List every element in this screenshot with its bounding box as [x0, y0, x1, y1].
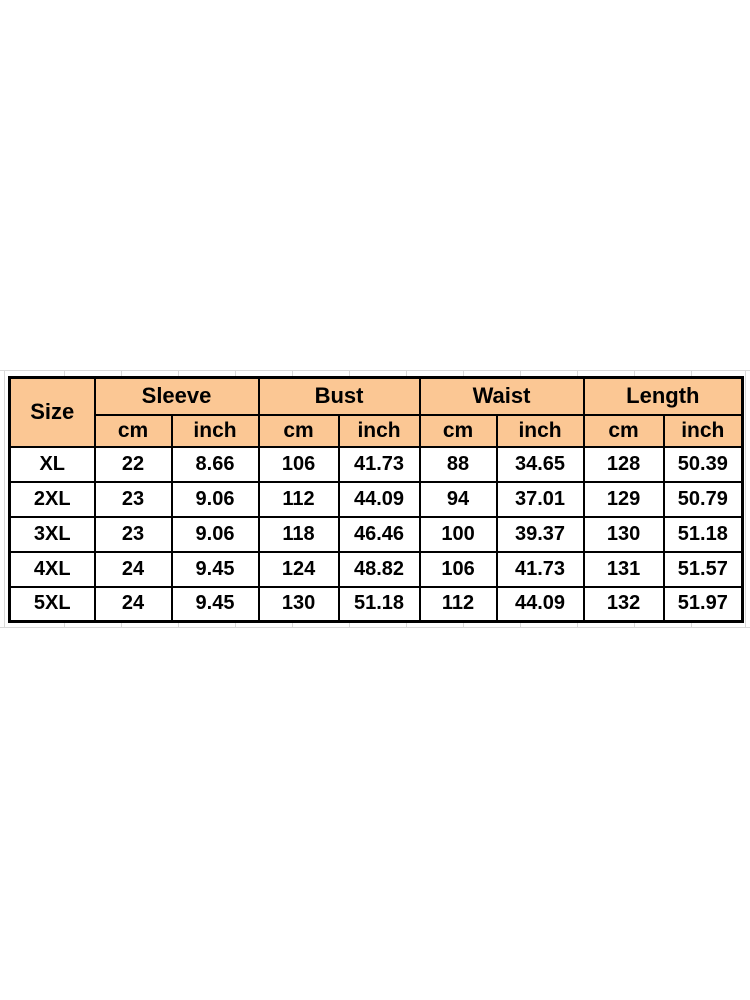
measurement-cell: 130	[257, 585, 340, 623]
measurement-cell: 50.39	[662, 445, 744, 483]
size-column-header: Size	[8, 376, 96, 448]
measurement-cell: 9.06	[170, 515, 260, 553]
unit-header-bust-inch: inch	[337, 413, 421, 448]
measurement-cell: 37.01	[495, 480, 585, 518]
measurement-cell: 46.46	[337, 515, 421, 553]
measurement-cell: 50.79	[662, 480, 744, 518]
measurement-cell: 23	[93, 515, 173, 553]
group-header-sleeve: Sleeve	[93, 376, 260, 416]
unit-header-waist-cm: cm	[418, 413, 498, 448]
measurement-cell: 44.09	[337, 480, 421, 518]
measurement-cell: 34.65	[495, 445, 585, 483]
measurement-cell: 112	[418, 585, 498, 623]
group-header-length: Length	[582, 376, 744, 416]
size-label: 3XL	[8, 515, 96, 553]
unit-header-length-cm: cm	[582, 413, 665, 448]
measurement-cell: 130	[582, 515, 665, 553]
measurement-cell: 132	[582, 585, 665, 623]
size-label: XL	[8, 445, 96, 483]
measurement-cell: 48.82	[337, 550, 421, 588]
measurement-cell: 51.18	[337, 585, 421, 623]
measurement-cell: 8.66	[170, 445, 260, 483]
measurement-cell: 44.09	[495, 585, 585, 623]
table-row-3xl: 3XL 23 9.06 118 46.46 100 39.37 130 51.1…	[8, 515, 744, 553]
measurement-cell: 118	[257, 515, 340, 553]
measurement-cell: 24	[93, 550, 173, 588]
measurement-cell: 9.06	[170, 480, 260, 518]
measurement-cell: 129	[582, 480, 665, 518]
spreadsheet-gridline-right	[745, 370, 746, 628]
measurement-cell: 51.18	[662, 515, 744, 553]
measurement-cell: 106	[418, 550, 498, 588]
table-row-2xl: 2XL 23 9.06 112 44.09 94 37.01 129 50.79	[8, 480, 744, 518]
size-label: 4XL	[8, 550, 96, 588]
measurement-cell: 112	[257, 480, 340, 518]
measurement-cell: 9.45	[170, 585, 260, 623]
measurement-cell: 51.97	[662, 585, 744, 623]
unit-header-sleeve-inch: inch	[170, 413, 260, 448]
unit-header-length-inch: inch	[662, 413, 744, 448]
measurement-cell: 24	[93, 585, 173, 623]
table-row-xl: XL 22 8.66 106 41.73 88 34.65 128 50.39	[8, 445, 744, 483]
measurement-cell: 124	[257, 550, 340, 588]
size-label: 5XL	[8, 585, 96, 623]
measurement-cell: 9.45	[170, 550, 260, 588]
measurement-cell: 39.37	[495, 515, 585, 553]
measurement-cell: 22	[93, 445, 173, 483]
measurement-cell: 106	[257, 445, 340, 483]
unit-header-sleeve-cm: cm	[93, 413, 173, 448]
measurement-cell: 131	[582, 550, 665, 588]
measurement-cell: 100	[418, 515, 498, 553]
unit-header-row: cm inch cm inch cm inch cm inch	[10, 413, 744, 448]
spreadsheet-gridline-left	[4, 370, 5, 628]
measurement-cell: 41.73	[337, 445, 421, 483]
size-label: 2XL	[8, 480, 96, 518]
group-header-row: Size Sleeve Bust Waist Length	[8, 376, 744, 448]
unit-header-bust-cm: cm	[257, 413, 340, 448]
spreadsheet-gridline-nubs-top	[8, 370, 741, 377]
measurement-cell: 23	[93, 480, 173, 518]
measurement-cell: 94	[418, 480, 498, 518]
measurement-cell: 88	[418, 445, 498, 483]
size-chart-table: Size Sleeve Bust Waist Length cm inch cm…	[8, 376, 745, 623]
table-row-4xl: 4XL 24 9.45 124 48.82 106 41.73 131 51.5…	[8, 550, 744, 588]
measurement-cell: 41.73	[495, 550, 585, 588]
table-row-5xl: 5XL 24 9.45 130 51.18 112 44.09 132 51.9…	[8, 585, 744, 623]
unit-header-waist-inch: inch	[495, 413, 585, 448]
group-header-bust: Bust	[257, 376, 421, 416]
measurement-cell: 51.57	[662, 550, 744, 588]
spreadsheet-gridline-nubs-bottom	[8, 620, 741, 628]
group-header-waist: Waist	[418, 376, 585, 416]
measurement-cell: 128	[582, 445, 665, 483]
